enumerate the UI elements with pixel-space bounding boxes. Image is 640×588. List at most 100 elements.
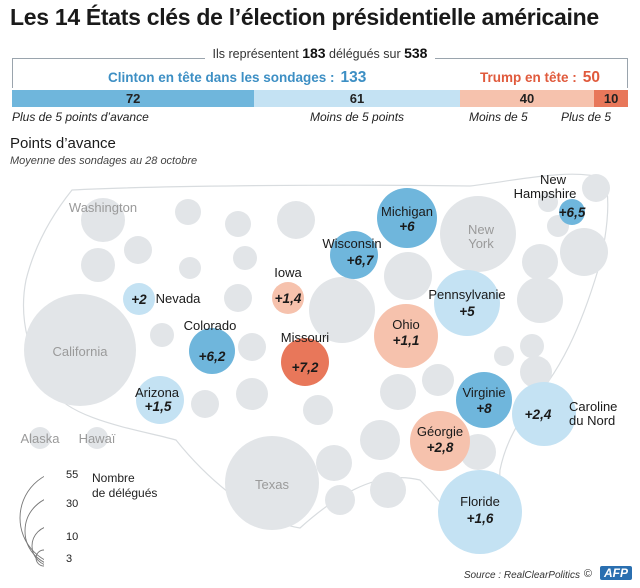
bubble-wisconsin — [330, 231, 378, 279]
lead-wisconsin: +6,7 — [347, 253, 375, 268]
source-note: Source : RealClearPolitics — [463, 570, 580, 581]
lead-pennsylvanie: +5 — [459, 304, 475, 319]
name-floride: Floride — [460, 494, 500, 509]
bubble-texas — [225, 436, 319, 530]
bubble-illinois — [309, 277, 375, 343]
name-caroline-du-nord: Caroline du Nord — [569, 399, 617, 428]
bubble-louisiana — [316, 445, 352, 481]
bubble-montana — [175, 199, 201, 225]
bubble-new-mexico — [191, 390, 219, 418]
bubble-oregon — [81, 248, 115, 282]
legend-value-30: 30 — [66, 498, 78, 510]
lead-ohio: +1,1 — [393, 333, 420, 348]
lead-virginie: +8 — [476, 401, 492, 416]
key-states — [123, 188, 585, 554]
page-title: Les 14 États clés de l’élection présiden… — [10, 4, 599, 30]
label-texas: Texas — [255, 477, 289, 492]
bubble-south-dakota — [233, 246, 257, 270]
bubble-west-virginia — [422, 364, 454, 396]
bar-segment-clinton-weak: 61 — [254, 90, 460, 107]
bubble-washington — [81, 198, 125, 242]
name-arizona: Arizona — [135, 385, 180, 400]
clinton-label-text: Clinton en tête dans les sondages : — [108, 70, 335, 85]
bubble-dc — [494, 346, 514, 366]
bubble-nevada — [123, 283, 155, 315]
bubble-floride — [438, 470, 522, 554]
bubble-arkansas — [303, 395, 333, 425]
name-ohio: Ohio — [392, 317, 419, 332]
legend-title: Nombre de délégués — [92, 471, 157, 501]
bubble-alaska — [29, 427, 51, 449]
lead-new-hampshire: +6,5 — [559, 205, 586, 220]
trump-label: Trump en tête : 50 — [480, 69, 600, 87]
name-wisconsin: Wisconsin — [322, 236, 381, 251]
bubble-pennsylvanie — [434, 270, 500, 336]
bubble-indiana — [384, 252, 432, 300]
bubble-ohio — [374, 304, 438, 368]
name-iowa: Iowa — [274, 265, 302, 280]
bubble-delaware — [520, 334, 544, 358]
stacked-bar: 72 61 40 10 — [12, 90, 628, 107]
bubble-alabama — [370, 472, 406, 508]
bubble-utah — [150, 323, 174, 347]
legend-value-55: 55 — [66, 469, 78, 481]
summary-delegates: 183 — [302, 45, 326, 61]
label-washington: Washington — [69, 200, 137, 215]
lead-arizona: +1,5 — [145, 399, 172, 414]
section-subtitle: Moyenne des sondages au 28 octobre — [10, 155, 198, 167]
bubble-connecticut — [522, 244, 558, 280]
summary-middle: délégués sur — [329, 47, 401, 61]
name-colorado: Colorado — [184, 318, 237, 333]
name-missouri: Missouri — [281, 330, 330, 345]
bubble-new-jersey — [517, 277, 563, 323]
label-california: California — [53, 344, 109, 359]
section-title: Points d’avance — [10, 135, 116, 152]
bubble-iowa — [272, 282, 304, 314]
bubble-caroline-du-nord — [512, 382, 576, 446]
bar-segment-trump-strong: 10 — [594, 90, 628, 107]
neutral-bubbles — [24, 174, 610, 530]
bar-segment-clinton-strong: 72 — [12, 90, 255, 107]
name-pennsylvanie: Pennsylvanie — [428, 287, 505, 302]
name-michigan: Michigan — [381, 204, 433, 219]
afp-logo: AFP — [600, 566, 632, 580]
bar-note-clinton-strong: Plus de 5 points d’avance — [12, 110, 149, 124]
bubble-missouri — [281, 338, 329, 386]
label-alaska: Alaska — [20, 431, 60, 446]
trump-total: 50 — [582, 69, 600, 86]
bubble-oklahoma — [236, 378, 268, 410]
bubble-michigan — [377, 188, 437, 248]
legend-value-3: 3 — [66, 553, 72, 565]
bubble-maryland — [520, 356, 552, 388]
bar-segment-trump-weak: 40 — [459, 90, 595, 107]
summary-total: 538 — [404, 45, 428, 61]
bubble-wyoming — [179, 257, 201, 279]
bar-note-trump-weak: Moins de 5 — [469, 110, 528, 124]
lead-colorado: +6,2 — [199, 349, 226, 364]
bubble-new-hampshire — [559, 199, 585, 225]
summary-prefix: Ils représentent — [212, 47, 299, 61]
label-new-york: New York — [468, 222, 495, 251]
lead-missouri: +7,2 — [292, 360, 319, 375]
bar-note-trump-strong: Plus de 5 — [561, 110, 612, 124]
label-hawaii: Hawaï — [79, 431, 116, 446]
lead-floride: +1,6 — [467, 511, 494, 526]
lead-caroline-du-nord: +2,4 — [525, 407, 552, 422]
bubble-vermont — [538, 192, 558, 212]
lead-georgie: +2,8 — [427, 440, 454, 455]
bubble-tennessee — [360, 420, 400, 460]
bubble-kentucky — [380, 374, 416, 410]
lead-iowa: +1,4 — [275, 291, 302, 306]
bubble-minnesota — [277, 201, 315, 239]
clinton-total: 133 — [340, 69, 367, 86]
bar-note-clinton-weak: Moins de 5 points — [310, 110, 405, 124]
name-virginie: Virginie — [462, 385, 505, 400]
clinton-label: Clinton en tête dans les sondages : 133 — [108, 69, 366, 87]
bubble-massachusetts — [560, 228, 608, 276]
bubble-georgie — [410, 411, 470, 471]
trump-label-text: Trump en tête : — [479, 70, 577, 85]
legend-title-line2: de délégués — [92, 486, 158, 500]
copyright-symbol: © — [583, 568, 592, 580]
lead-michigan: +6 — [399, 219, 415, 234]
name-nevada: Nevada — [156, 291, 202, 306]
